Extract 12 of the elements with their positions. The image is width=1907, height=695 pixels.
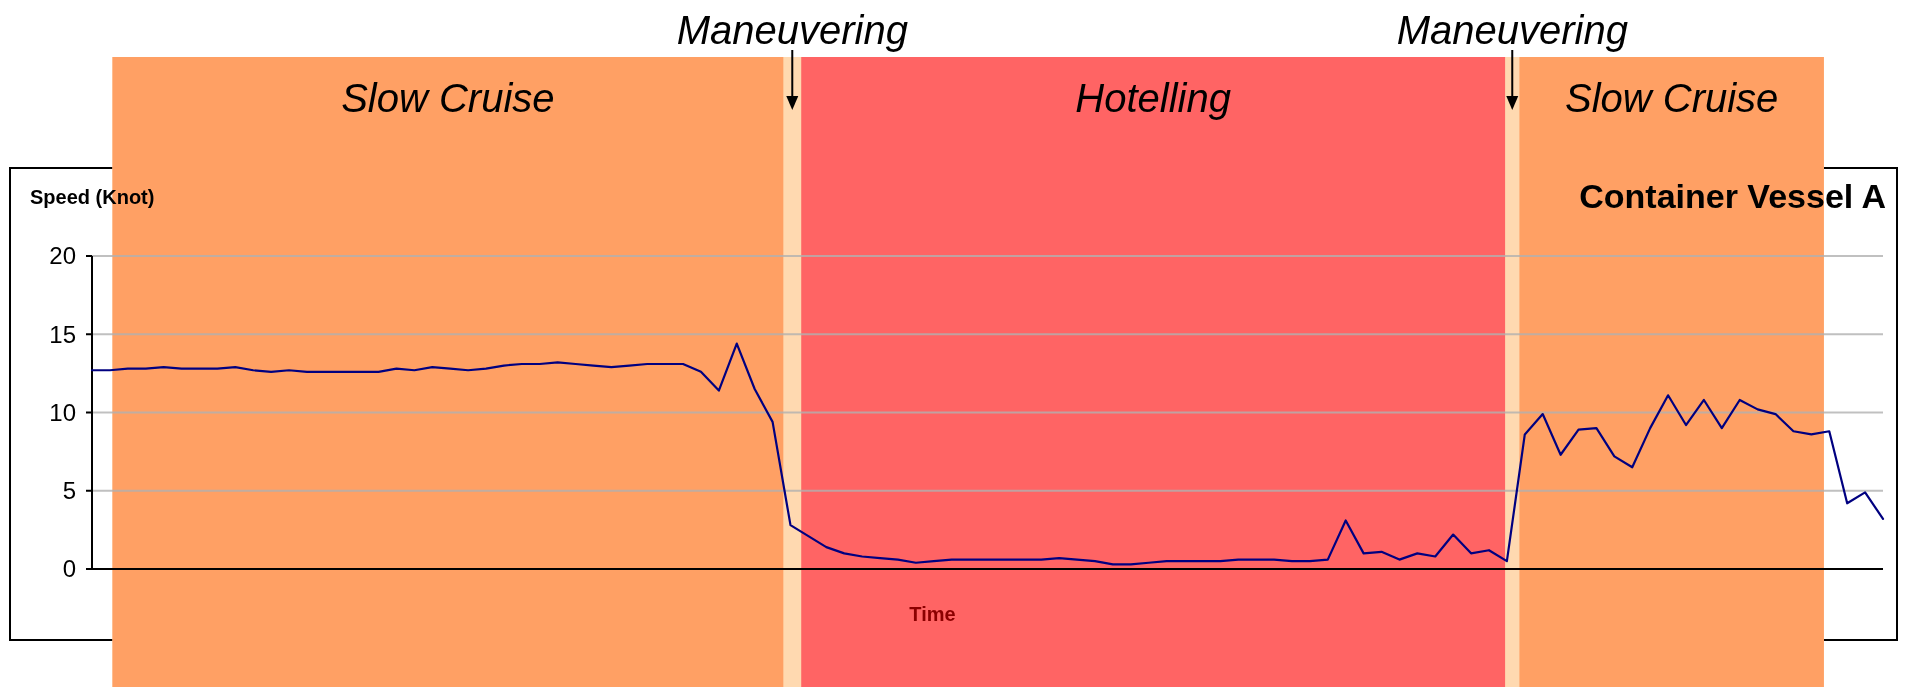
y-tick-label: 15 [49, 320, 76, 348]
text: Maneuvering [1396, 8, 1628, 52]
y-tick-label: 10 [49, 398, 76, 426]
text: Hotelling [1075, 76, 1231, 120]
text: Slow Cruise [341, 76, 555, 120]
x-axis-title: Time [909, 603, 956, 625]
y-tick-label: 0 [62, 555, 76, 583]
y-tick-label: 20 [49, 242, 76, 270]
text: Slow Cruise [1564, 76, 1779, 120]
y-tick-label: 5 [62, 477, 76, 505]
line-series [90, 342, 1885, 566]
text: Maneuvering [676, 8, 908, 52]
